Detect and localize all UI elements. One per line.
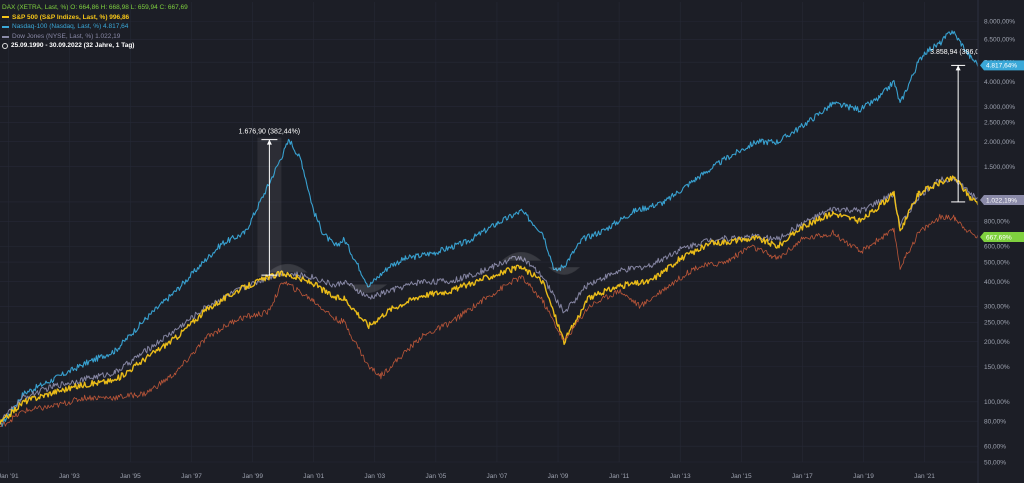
y-tick-label: 400,00% [984, 279, 1010, 286]
x-tick-label: Jan '99 [242, 473, 263, 480]
clock-icon [2, 43, 8, 50]
x-tick-label: Jan '91 [0, 473, 19, 480]
value-badge-bg [980, 231, 1024, 242]
x-tick-label: Jan '97 [181, 473, 202, 480]
top-arc [267, 263, 308, 273]
x-tick-label: Jan '17 [792, 473, 813, 480]
y-tick-label: 60,00% [984, 443, 1006, 450]
x-tick-label: Jan '09 [548, 473, 569, 480]
current-gain-label: 3.858,94 (386,03%) [930, 49, 992, 56]
legend-item-dowjones[interactable]: Dow Jones (NYSE, Last, %) 1.022,19 [2, 32, 188, 42]
series-line-nasdaq-100 [0, 30, 979, 427]
legend-item-dax[interactable]: DAX (XETRA, Last, %) O: 664,86 H: 668,98… [2, 3, 188, 13]
y-tick-label: 300,00% [984, 304, 1010, 311]
y-tick-label: 3.000,00% [984, 104, 1015, 111]
y-tick-label: 1.500,00% [984, 164, 1015, 171]
date-range[interactable]: 25.09.1990 - 30.09.2022 (32 Jahre, 1 Tag… [2, 41, 188, 51]
x-tick-label: Jan '95 [120, 473, 141, 480]
legend-swatch [2, 25, 9, 28]
y-tick-label: 500,00% [984, 259, 1010, 266]
date-range-label: 25.09.1990 - 30.09.2022 (32 Jahre, 1 Tag… [11, 42, 135, 50]
legend-swatch [2, 35, 9, 38]
value-badge: 1.022,19% [980, 195, 1024, 206]
x-tick-label: Jan '21 [914, 473, 935, 480]
value-badge: 4.817,64% [980, 60, 1024, 71]
top-arc [501, 252, 542, 261]
value-badge-label: 4.817,64% [986, 63, 1017, 70]
y-tick-label: 8.000,00% [984, 19, 1015, 26]
y-tick-label: 2.000,00% [984, 139, 1015, 146]
legend-item-nasdaq[interactable]: Nasdaq-100 (Nasdaq, Last, %) 4.817,64 [2, 22, 188, 32]
x-tick-label: Jan '07 [487, 473, 508, 480]
y-tick-label: 80,00% [984, 418, 1006, 425]
y-tick-label: 800,00% [984, 219, 1010, 226]
legend-item-label: Nasdaq-100 (Nasdaq, Last, %) 4.817,64 [12, 23, 129, 31]
chart-legend: DAX (XETRA, Last, %) O: 664,86 H: 668,98… [2, 3, 188, 51]
bottom-arc [548, 267, 581, 275]
series-line-dax [0, 213, 979, 427]
y-tick-label: 2.500,00% [984, 120, 1015, 127]
legend-item-label: Dow Jones (NYSE, Last, %) 1.022,19 [12, 32, 121, 40]
legend-item-label: S&P 500 (S&P Indizes, Last, %) 996,86 [12, 13, 130, 21]
value-badge-label: 667,69% [986, 234, 1012, 241]
arrow-up-icon [266, 139, 272, 145]
gain-label: 1.676,90 (382,44%) [239, 129, 301, 136]
value-badge: 667,69% [980, 231, 1024, 242]
y-tick-label: 100,00% [984, 399, 1010, 406]
y-tick-label: 6.500,00% [984, 37, 1015, 44]
x-tick-label: Jan '11 [609, 473, 630, 480]
bottom-arc [347, 284, 388, 294]
x-tick-label: Jan '93 [59, 473, 80, 480]
y-tick-label: 50,00% [984, 459, 1006, 466]
value-badge-bg [980, 195, 1024, 206]
y-tick-label: 200,00% [984, 339, 1010, 346]
series-line-s-p-500 [0, 175, 979, 425]
y-tick-label: 150,00% [984, 364, 1010, 371]
x-tick-label: Jan '19 [853, 473, 874, 480]
legend-swatch [2, 16, 9, 19]
arrow-up-icon [955, 65, 961, 71]
y-tick-label: 250,00% [984, 320, 1010, 327]
x-tick-label: Jan '01 [303, 473, 324, 480]
y-tick-label: 4.000,00% [984, 79, 1015, 86]
value-badge-bg [980, 60, 1024, 71]
value-badge-label: 1.022,19% [986, 197, 1017, 204]
series-line-dow-jones [0, 176, 979, 424]
y-tick-label: 600,00% [984, 244, 1010, 251]
x-tick-label: Jan '15 [731, 473, 752, 480]
x-tick-label: Jan '05 [425, 473, 446, 480]
x-tick-label: Jan '13 [670, 473, 691, 480]
x-tick-label: Jan '03 [364, 473, 385, 480]
legend-item-sp500[interactable]: S&P 500 (S&P Indizes, Last, %) 996,86 [2, 13, 188, 23]
legend-item-label: DAX (XETRA, Last, %) O: 664,86 H: 668,98… [2, 4, 188, 11]
